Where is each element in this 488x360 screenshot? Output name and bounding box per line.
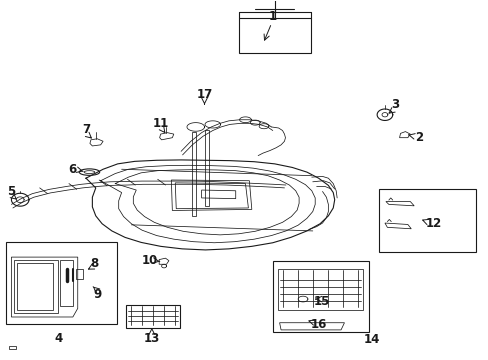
Text: 16: 16 (310, 318, 326, 331)
Bar (238, 18, 310, 53)
Text: 8: 8 (90, 257, 98, 270)
Text: 11: 11 (152, 117, 168, 130)
Text: 14: 14 (364, 333, 380, 346)
Text: 9: 9 (93, 288, 101, 301)
Text: 13: 13 (143, 332, 160, 345)
Text: 2: 2 (414, 131, 422, 144)
Text: 3: 3 (391, 98, 399, 111)
Text: 12: 12 (425, 217, 441, 230)
Text: 1: 1 (268, 10, 276, 23)
Text: 6: 6 (69, 163, 77, 176)
Text: 7: 7 (82, 123, 90, 136)
Text: 5: 5 (7, 185, 16, 198)
Text: 4: 4 (54, 332, 62, 345)
Bar (272, 261, 368, 332)
Text: 15: 15 (313, 295, 329, 308)
Text: 10: 10 (141, 254, 157, 267)
Bar (5, 242, 117, 324)
Bar (378, 189, 475, 252)
Text: 17: 17 (196, 88, 212, 101)
